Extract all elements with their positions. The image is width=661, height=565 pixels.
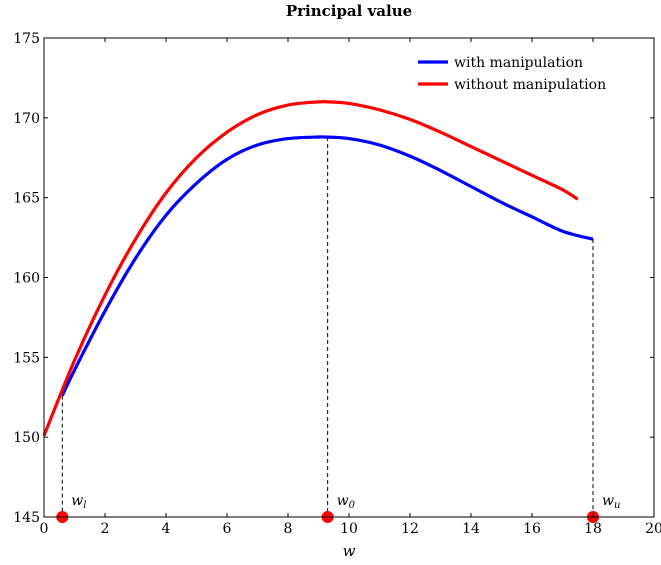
x-tick-label: 4 bbox=[162, 521, 171, 537]
x-tick-label: 20 bbox=[645, 521, 661, 537]
axis-ticks: 0 2 4 6 8 10 12 14 16 18 20 145 150 155 160 165 170 175 bbox=[13, 31, 661, 537]
y-tick-label: 175 bbox=[13, 31, 40, 47]
legend-label-with-manipulation: with manipulation bbox=[454, 55, 583, 71]
x-tick-label: 6 bbox=[223, 521, 232, 537]
x-tick-label: 12 bbox=[401, 521, 419, 537]
x-tick-label: 18 bbox=[584, 521, 602, 537]
legend: with manipulation without manipulation bbox=[418, 55, 606, 93]
x-tick-label: 16 bbox=[523, 521, 541, 537]
x-tick-label: 0 bbox=[40, 521, 49, 537]
y-tick-label: 155 bbox=[13, 350, 40, 366]
series-line-without-manipulation bbox=[42, 99, 579, 437]
y-tick-label: 150 bbox=[13, 430, 40, 446]
plot-frame bbox=[43, 37, 655, 518]
x-tick-label: 10 bbox=[340, 521, 358, 537]
y-tick-label: 165 bbox=[13, 191, 40, 207]
y-tick-label: 145 bbox=[13, 510, 40, 526]
plot-area: wl w0 wu bbox=[42, 99, 620, 523]
marker-label-w-l: wl bbox=[71, 493, 86, 511]
series-line-with-manipulation bbox=[60, 135, 594, 397]
chart-title: Principal value bbox=[286, 2, 412, 20]
x-tick-label: 8 bbox=[284, 521, 293, 537]
x-tick-label: 2 bbox=[101, 521, 110, 537]
legend-label-without-manipulation: without manipulation bbox=[454, 77, 606, 93]
x-axis-label: w bbox=[343, 542, 356, 560]
y-tick-label: 160 bbox=[13, 271, 40, 287]
y-tick-label: 170 bbox=[13, 111, 40, 127]
x-tick-label: 14 bbox=[462, 521, 480, 537]
marker-label-w-0: w0 bbox=[337, 493, 356, 511]
marker-label-w-u: wu bbox=[602, 493, 620, 511]
